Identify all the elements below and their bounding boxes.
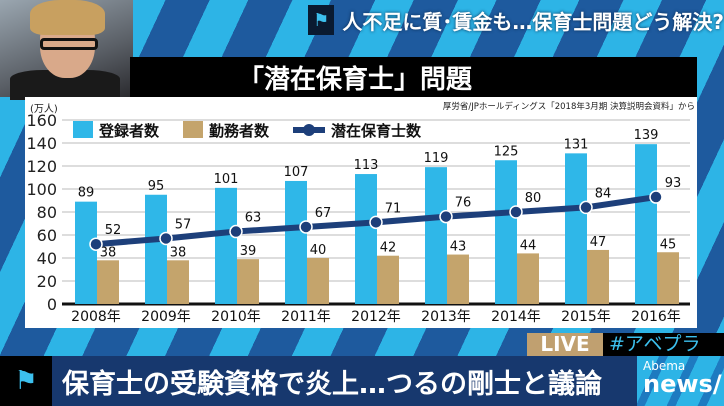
bar-label-registered: 125 xyxy=(494,144,519,159)
bar-label-employed: 42 xyxy=(380,241,397,256)
bar-employed xyxy=(307,258,329,304)
bar-employed xyxy=(447,254,469,304)
bar-registered xyxy=(565,153,587,304)
bar-employed xyxy=(377,255,399,304)
flag-icon: ⚑ xyxy=(308,5,335,35)
line-point xyxy=(579,200,593,215)
y-tick-label: 160 xyxy=(26,113,57,130)
ticker-text: 保育士の受験資格で炎上…つるの剛士と議論 xyxy=(62,368,602,400)
bar-label-employed: 38 xyxy=(170,245,187,260)
abema-news-logo: Abema news/ xyxy=(637,356,724,406)
bar-label-registered: 89 xyxy=(78,186,95,201)
bar-label-registered: 119 xyxy=(424,151,449,166)
y-tick-label: 60 xyxy=(37,226,57,245)
line-label: 93 xyxy=(665,176,682,191)
bar-label-employed: 40 xyxy=(310,243,327,258)
line-point xyxy=(369,215,383,230)
bar-label-employed: 45 xyxy=(660,237,677,252)
bar-label-employed: 44 xyxy=(520,238,537,253)
line-point xyxy=(649,190,663,204)
y-tick-label: 80 xyxy=(37,203,57,222)
legend-label: 勤務者数 xyxy=(209,122,270,140)
x-tick-label: 2012年 xyxy=(351,309,401,325)
line-point xyxy=(229,224,243,239)
bar-employed xyxy=(587,249,609,304)
y-tick-label: 0 xyxy=(47,295,57,314)
x-tick-label: 2015年 xyxy=(561,309,611,325)
legend-swatch-employed xyxy=(183,121,203,138)
bar-registered xyxy=(495,160,517,304)
logo-line2: news/ xyxy=(643,370,722,398)
x-tick-label: 2014年 xyxy=(491,309,541,325)
x-tick-label: 2008年 xyxy=(71,309,121,325)
line-label: 76 xyxy=(455,196,472,211)
line-label: 67 xyxy=(315,206,332,221)
line-point xyxy=(89,237,103,251)
legend-swatch-registered xyxy=(73,121,93,138)
presenter-glasses xyxy=(40,38,98,50)
bar-label-employed: 43 xyxy=(450,240,467,255)
y-tick-label: 120 xyxy=(26,157,57,176)
line-label: 52 xyxy=(105,223,122,238)
line-label: 57 xyxy=(175,217,192,232)
bar-label-registered: 101 xyxy=(214,172,239,187)
line-label: 71 xyxy=(385,201,402,216)
bar-employed xyxy=(97,260,119,304)
bar-employed xyxy=(657,252,679,304)
line-label: 80 xyxy=(525,191,542,206)
bar-label-employed: 38 xyxy=(100,245,117,260)
bar-label-registered: 95 xyxy=(148,179,165,194)
y-tick-label: 40 xyxy=(37,249,57,268)
line-label: 84 xyxy=(595,186,612,201)
line-point xyxy=(509,205,523,219)
news-ticker: ⚑ 保育士の受験資格で炎上…つるの剛士と議論 xyxy=(0,356,724,406)
bar-registered xyxy=(285,180,307,304)
line-point xyxy=(439,209,453,224)
bar-label-employed: 47 xyxy=(590,235,607,250)
legend-label: 潜在保育士数 xyxy=(331,122,422,140)
line-label: 63 xyxy=(245,211,262,226)
logo-line1: Abema xyxy=(643,359,686,373)
bar-employed xyxy=(237,259,259,304)
presenter-hair xyxy=(30,0,105,35)
legend-swatch-latent-point xyxy=(303,124,315,136)
x-tick-label: 2009年 xyxy=(141,309,191,325)
x-tick-label: 2010年 xyxy=(211,309,261,325)
bar-label-registered: 131 xyxy=(564,137,589,152)
bar-label-employed: 39 xyxy=(240,244,257,259)
bar-registered xyxy=(355,174,377,304)
bar-registered xyxy=(215,187,237,304)
bar-registered xyxy=(145,194,167,304)
chart: 0 20 40 60 80 100 120 140 160 89 38 2008年 95 38 2009年 1… xyxy=(26,113,690,325)
line-point xyxy=(159,231,173,246)
bar-label-registered: 107 xyxy=(284,165,309,180)
bar-registered xyxy=(635,144,657,304)
bar-label-registered: 113 xyxy=(354,158,379,173)
x-tick-label: 2013年 xyxy=(421,309,471,325)
x-tick-label: 2011年 xyxy=(281,309,331,325)
bar-registered xyxy=(75,201,97,304)
bar-label-registered: 139 xyxy=(634,128,659,143)
chart-source: 厚労省/JPホールディングス「2018年3月期 決算説明会資料」から xyxy=(442,102,695,112)
y-tick-label: 20 xyxy=(37,272,57,291)
hashtag: #アベプラ xyxy=(603,333,724,356)
live-badge: LIVE xyxy=(527,333,603,356)
chart-title: 「潜在保育士」問題 xyxy=(130,57,697,97)
x-tick-label: 2016年 xyxy=(631,309,681,325)
y-tick-label: 140 xyxy=(26,134,57,153)
y-axis-unit: (万人) xyxy=(30,104,58,115)
header-title: 人不足に質･賃金も…保育士問題どう解決? xyxy=(342,9,724,34)
line-point xyxy=(299,220,313,234)
bar-registered xyxy=(425,167,447,304)
y-tick-label: 100 xyxy=(26,180,57,199)
flag-icon: ⚑ xyxy=(0,356,52,406)
legend-label: 登録者数 xyxy=(98,122,160,140)
bar-employed xyxy=(517,253,539,304)
header-bar: ⚑ 人不足に質･賃金も…保育士問題どう解決? xyxy=(308,2,724,38)
bar-employed xyxy=(167,260,189,304)
